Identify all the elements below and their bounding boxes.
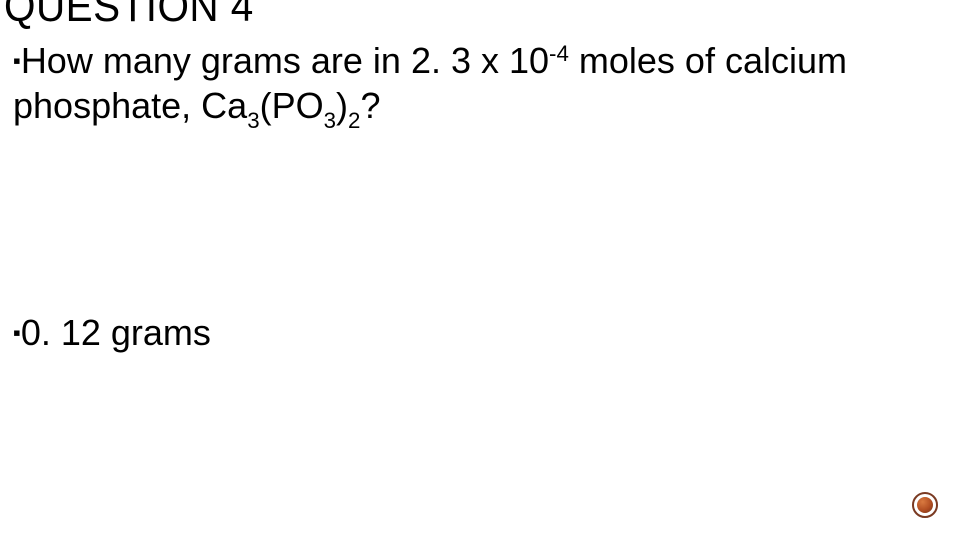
question-exponent: -4 [549, 41, 569, 66]
bullet-marker-icon: ▪ [13, 48, 21, 73]
question-part-3: (PO [260, 85, 324, 126]
answer-bullet: ▪0. 12 grams [13, 310, 933, 355]
question-part-1: How many grams are in 2. 3 x 10 [21, 40, 549, 81]
answer-text: 0. 12 grams [21, 312, 211, 353]
question-part-4: ) [336, 85, 348, 126]
slide-title: QUESTION 4 [4, 0, 254, 32]
question-part-5: ? [360, 85, 380, 126]
slide-decoration-icon [912, 492, 938, 518]
question-bullet: ▪How many grams are in 2. 3 x 10-4 moles… [13, 38, 933, 128]
question-text: How many grams are in 2. 3 x 10-4 moles … [13, 40, 847, 126]
bullet-marker-icon: ▪ [13, 320, 21, 345]
slide: QUESTION 4 ▪How many grams are in 2. 3 x… [0, 0, 960, 540]
question-sub-3: 2 [348, 108, 360, 133]
question-sub-2: 3 [324, 108, 336, 133]
question-sub-1: 3 [247, 108, 259, 133]
